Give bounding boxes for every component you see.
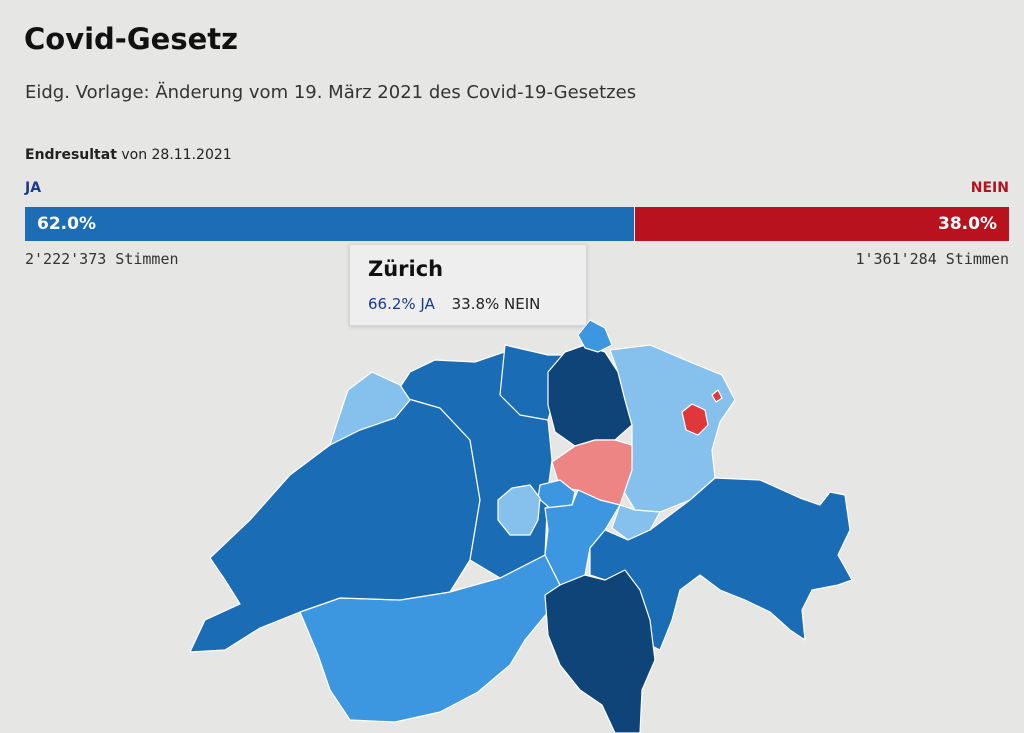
- result-date: von 28.11.2021: [116, 147, 232, 163]
- tooltip-ja-value: 66.2% JA: [368, 295, 435, 313]
- tooltip-canton-name: Zürich: [368, 257, 444, 281]
- nein-bar-segment[interactable]: 38.0%: [635, 207, 1009, 241]
- ja-label: JA: [25, 180, 42, 196]
- page-subtitle: Eidg. Vorlage: Änderung vom 19. März 202…: [25, 82, 637, 103]
- nein-label: NEIN: [970, 180, 1009, 196]
- nein-votes: 1'361'284 Stimmen: [855, 250, 1009, 268]
- page-title: Covid-Gesetz: [24, 22, 238, 56]
- result-bar: 62.0% 38.0%: [25, 207, 1009, 241]
- canton-ticino[interactable]: [544, 569, 656, 733]
- ja-votes: 2'222'373 Stimmen: [25, 250, 179, 268]
- canton-lucerne[interactable]: [497, 484, 541, 536]
- canton-basel[interactable]: [329, 371, 411, 446]
- result-label: Endresultat: [25, 147, 117, 163]
- canton-appenzell-innerrhoden[interactable]: [681, 389, 723, 436]
- canton-schaffhausen[interactable]: [577, 319, 613, 353]
- tooltip-values: 66.2% JA 33.8% NEIN: [368, 295, 568, 313]
- result-date-line: Endresultat von 28.11.2021: [25, 147, 232, 163]
- canton-tooltip: Zürich 66.2% JA 33.8% NEIN: [349, 244, 587, 326]
- tooltip-nein-value: 33.8% NEIN: [451, 295, 541, 313]
- ja-bar-segment[interactable]: 62.0%: [25, 207, 636, 241]
